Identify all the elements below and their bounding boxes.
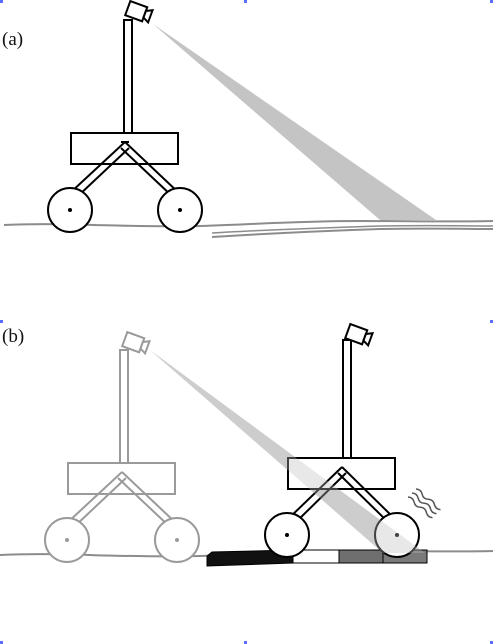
ground-line-crack-upper-a (211, 224, 493, 234)
camera-ghost-icon (120, 330, 152, 356)
handle-bottom-right[interactable] (490, 641, 493, 644)
rover-body-a (70, 132, 179, 165)
rover-a (47, 0, 203, 233)
terrain-classification-strip (206, 549, 428, 567)
handle-middle-right[interactable] (490, 320, 493, 323)
vibration-icon (407, 488, 441, 519)
mast-a (123, 19, 133, 134)
rover-current-b (264, 322, 420, 558)
camera-icon (123, 0, 155, 25)
rover-ghost-b (44, 330, 200, 563)
rover-body-b (287, 457, 396, 490)
ground-line-left-a (3, 219, 493, 228)
panel-a: (a) (2, 0, 493, 238)
camera-beam-b-overlay (150, 350, 425, 553)
camera-beam-a (153, 24, 436, 220)
handle-bottom-left[interactable] (0, 641, 3, 644)
handle-top-left[interactable] (0, 0, 3, 3)
rover-leg-right-a (120, 141, 181, 198)
camera-beam-b (150, 350, 425, 553)
handle-bottom-center[interactable] (244, 641, 247, 644)
strip-gray-segment-1 (338, 549, 384, 564)
mast-b (342, 339, 352, 459)
handle-top-center[interactable] (244, 0, 247, 3)
handle-top-right[interactable] (490, 0, 493, 3)
ground-line-crack-a (211, 227, 493, 238)
mast-ghost (119, 349, 129, 464)
rover-leg-left-a (69, 141, 130, 197)
handle-middle-left[interactable] (0, 320, 3, 323)
camera-b-icon (343, 322, 375, 348)
panel-a-label: (a) (2, 29, 23, 50)
rover-body-ghost (67, 462, 176, 495)
panel-b: (b) (0, 322, 493, 567)
panel-b-label: (b) (2, 326, 24, 347)
